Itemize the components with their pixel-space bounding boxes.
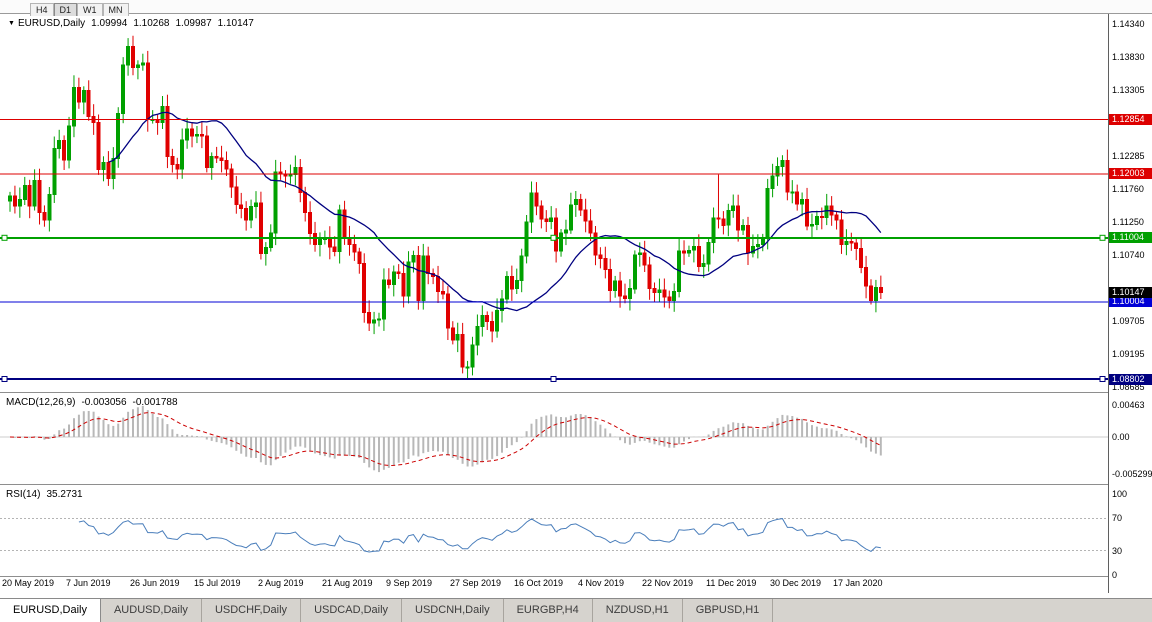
chart-title: ▼ EURUSD,Daily 1.09994 1.10268 1.09987 1.1014…: [8, 18, 254, 29]
macd-plot[interactable]: [0, 394, 1108, 484]
date-axis-label: 30 Dec 2019: [770, 578, 822, 588]
price-axis[interactable]: 1.14340 1.13830 1.13305 1.12285 1.11760 1.112…: [1108, 14, 1152, 593]
tab-eurusd-daily[interactable]: EURUSD,Daily: [0, 599, 101, 622]
macd-label: MACD(12,26,9) -0.003056 -0.001788: [6, 397, 178, 408]
price-badge-1.12003: 1.12003: [1109, 168, 1152, 180]
price-axis-label: 1.10740: [1112, 249, 1145, 260]
date-axis-label: 16 Oct 2019: [514, 578, 564, 588]
main-chart-plot[interactable]: [0, 14, 1108, 392]
date-axis-label: 17 Jan 2020: [833, 578, 883, 588]
tab-eurgbp-h4[interactable]: EURGBP,H4: [503, 599, 593, 622]
macd-value: -0.003056: [81, 397, 127, 408]
date-axis-label: 4 Nov 2019: [578, 578, 625, 588]
timeframe-mn-button[interactable]: MN: [102, 3, 129, 16]
date-axis-label: 11 Dec 2019: [706, 578, 757, 588]
price-axis-label: 1.14340: [1112, 19, 1145, 29]
ohlc-close: 1.10147: [217, 18, 254, 29]
tab-gbpusd-h1[interactable]: GBPUSD,H1: [682, 599, 774, 622]
macd-axis-label: 0.00: [1112, 432, 1130, 442]
price-badge-1.12854: 1.12854: [1109, 113, 1152, 125]
macd-axis-label: -0.005299: [1112, 468, 1152, 479]
rsi-line: [78, 518, 881, 553]
timeframe-w1-button[interactable]: W1: [77, 3, 103, 16]
price-axis-label: 1.09705: [1112, 316, 1145, 327]
price-axis-label: 1.08685: [1112, 381, 1145, 392]
rsi-plot[interactable]: [0, 486, 1108, 576]
symbol-label: EURUSD,Daily: [17, 18, 86, 29]
hline-1.11004[interactable]: [0, 234, 1108, 241]
date-axis-label: 9 Sep 2019: [386, 578, 433, 588]
tab-nzdusd-h1[interactable]: NZDUSD,H1: [592, 599, 683, 622]
timeframe-h4-button[interactable]: H4: [30, 3, 54, 16]
date-axis-label: 20 May 2019: [2, 578, 55, 588]
rsi-label: RSI(14) 35.2731: [6, 489, 83, 500]
date-axis-label: 22 Nov 2019: [642, 578, 694, 588]
price-axis-label: 1.13305: [1112, 85, 1145, 96]
tab-usdchf-daily[interactable]: USDCHF,Daily: [201, 599, 302, 622]
price-axis-label: 1.09195: [1112, 348, 1145, 359]
ohlc-open: 1.09994: [91, 18, 128, 29]
timeframe-d1-button[interactable]: D1: [53, 3, 78, 16]
chart-tabs-bar: EURUSD,Daily AUDUSD,Daily USDCHF,Daily USDC…: [0, 598, 1152, 622]
date-axis-label: 7 Jun 2019: [66, 578, 111, 588]
rsi-axis-label: 70: [1112, 513, 1123, 524]
date-axis-label: 26 Jun 2019: [130, 578, 180, 588]
date-axis[interactable]: 20 May 2019 7 Jun 2019 26 Jun 2019 15 Jul 2…: [0, 577, 1108, 592]
candlestick-series: [8, 35, 883, 380]
price-badge-1.08802: 1.08802: [1109, 373, 1152, 385]
rsi-name: RSI(14): [6, 489, 41, 500]
rsi-axis-label: 100: [1112, 489, 1128, 499]
price-badge-1.11004: 1.11004: [1109, 232, 1152, 244]
macd-signal-value: -0.001788: [132, 397, 178, 408]
rsi-axis-label: 30: [1112, 545, 1123, 556]
date-axis-label: 15 Jul 2019: [194, 578, 241, 588]
date-axis-label: 21 Aug 2019: [322, 578, 373, 588]
ohlc-high: 1.10268: [133, 18, 170, 29]
ohlc-low: 1.09987: [175, 18, 212, 29]
macd-name: MACD(12,26,9): [6, 397, 76, 408]
macd-axis-label: 0.00463: [1112, 400, 1145, 411]
rsi-value: 35.2731: [46, 489, 83, 500]
price-axis-label: 1.11250: [1112, 217, 1144, 228]
timeframe-toolbar: H4 D1 W1 MN: [0, 0, 1152, 16]
panel-divider-macd[interactable]: [0, 392, 1152, 394]
rsi-axis-label: 0: [1112, 570, 1118, 580]
ma-line[interactable]: [108, 111, 882, 312]
collapse-triangle-icon[interactable]: ▼: [8, 20, 15, 27]
date-axis-line: [0, 576, 1152, 578]
price-axis-label: 1.13830: [1112, 51, 1145, 62]
tab-audusd-daily[interactable]: AUDUSD,Daily: [100, 599, 202, 622]
tab-usdcad-daily[interactable]: USDCAD,Daily: [301, 599, 403, 622]
macd-signal-line: [9, 412, 882, 467]
panel-divider-rsi[interactable]: [0, 484, 1152, 486]
hline-1.08802[interactable]: [0, 376, 1108, 382]
price-axis-label: 1.12285: [1112, 150, 1145, 161]
date-axis-label: 27 Sep 2019: [450, 578, 502, 588]
tab-usdcnh-daily[interactable]: USDCNH,Daily: [402, 599, 504, 622]
price-axis-label: 1.11760: [1112, 184, 1144, 195]
macd-histogram: [13, 405, 882, 473]
current-price-badge: 1.10147: [1109, 287, 1152, 299]
price-badge-1.10004: 1.10004: [1109, 296, 1152, 308]
date-axis-label: 2 Aug 2019: [258, 578, 304, 588]
